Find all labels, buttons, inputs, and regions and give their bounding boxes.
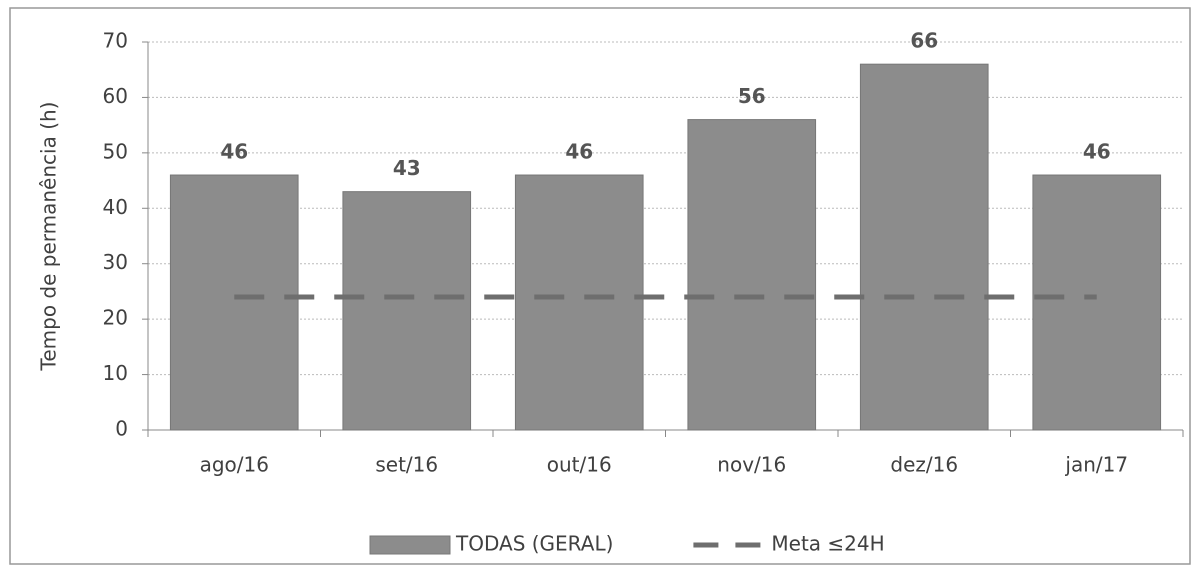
y-tick-label: 30 — [103, 250, 128, 274]
x-tick-label: jan/17 — [1064, 453, 1128, 477]
y-tick-label: 0 — [115, 417, 128, 441]
x-tick-label: nov/16 — [717, 453, 786, 477]
legend-swatch — [369, 535, 451, 555]
x-tick-label: out/16 — [547, 453, 612, 477]
y-tick-label: 10 — [103, 361, 128, 385]
legend-label: Meta ≤24H — [771, 532, 884, 556]
legend-label: TODAS (GERAL) — [455, 532, 613, 556]
bar — [342, 191, 472, 431]
y-tick-label: 60 — [103, 84, 128, 108]
data-label: 46 — [1083, 140, 1111, 164]
x-tick-label: ago/16 — [200, 453, 269, 477]
data-label: 66 — [910, 29, 938, 53]
x-tick-label: set/16 — [375, 453, 438, 477]
y-tick-label: 70 — [103, 29, 128, 53]
data-label: 46 — [565, 140, 593, 164]
x-tick-label: dez/16 — [890, 453, 958, 477]
data-label: 56 — [738, 84, 766, 108]
y-axis-label: Tempo de permanência (h) — [37, 102, 61, 372]
y-tick-label: 20 — [103, 306, 128, 330]
y-tick-label: 40 — [103, 195, 128, 219]
bar — [1032, 174, 1162, 431]
data-label: 43 — [393, 156, 421, 180]
bar — [687, 119, 817, 431]
chart-border — [9, 7, 1191, 565]
y-tick-label: 50 — [103, 139, 128, 163]
bar — [514, 174, 644, 431]
bar — [859, 63, 989, 431]
data-label: 46 — [220, 140, 248, 164]
bar — [169, 174, 299, 431]
